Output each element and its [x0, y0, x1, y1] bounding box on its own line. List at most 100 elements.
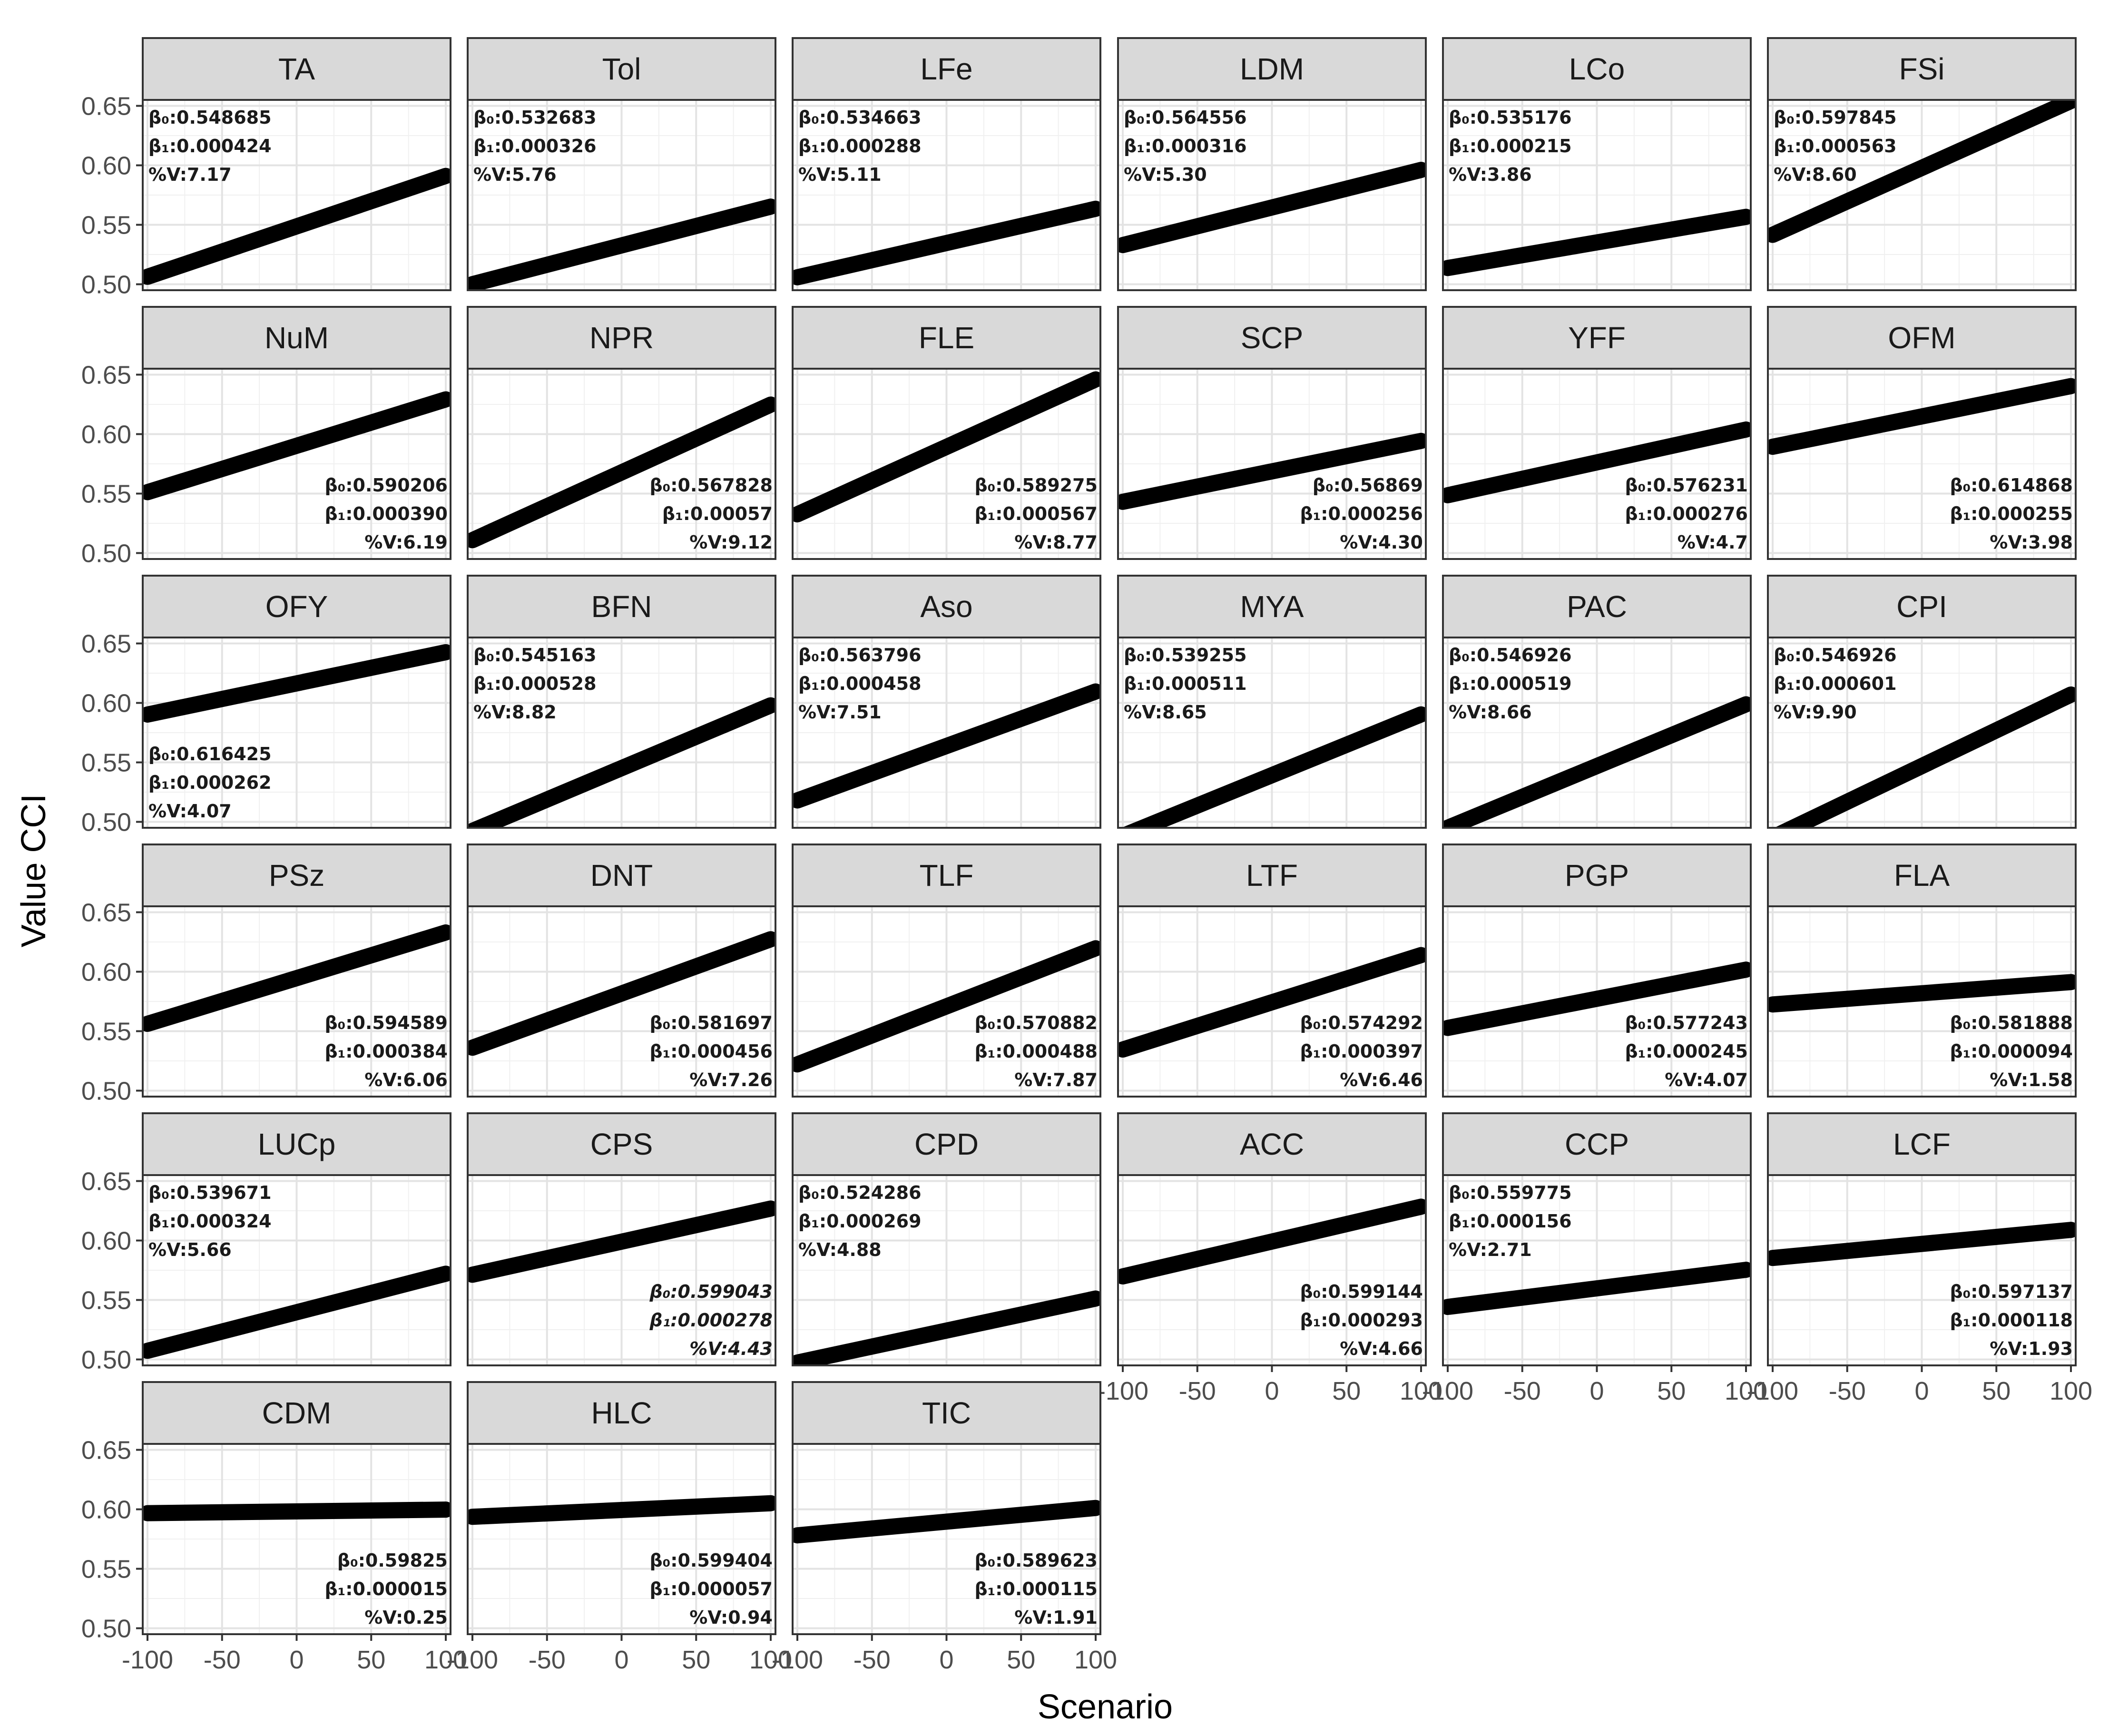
y-tick-label: 0.65	[81, 1436, 131, 1465]
regression-line	[1443, 1262, 1751, 1315]
coef-variance: %V:4.43	[689, 1338, 773, 1359]
coef-variance: %V:1.93	[1990, 1338, 2073, 1359]
y-tick-label: 0.50	[81, 808, 131, 837]
y-tick-label: 0.60	[81, 1496, 131, 1524]
strip-background	[1767, 1112, 2077, 1176]
strip-background	[1442, 37, 1752, 101]
strip-background	[467, 1381, 776, 1445]
x-tick-label: 50	[682, 1646, 710, 1674]
coef-beta1: β₁:0.000293	[1300, 1310, 1423, 1331]
panel-psz: PSz β₀:0.594589 β₁:0.000384 %V:6.06 0.50 0.55…	[81, 843, 451, 1106]
panel-border	[467, 637, 776, 829]
coef-variance: %V:7.51	[798, 702, 882, 723]
strip-label: LFe	[920, 52, 972, 86]
coef-beta0: β₀:0.597137	[1950, 1281, 2073, 1302]
strip-label: LUCp	[258, 1127, 336, 1161]
x-tick-label: -100	[1097, 1377, 1148, 1405]
strip-label: LCo	[1569, 52, 1625, 86]
regression-line	[468, 1200, 775, 1283]
strip-label: PAC	[1567, 589, 1627, 624]
strip-background	[1767, 843, 2077, 907]
x-tick-label: 100	[1074, 1646, 1117, 1674]
x-tick-label: -50	[1829, 1377, 1866, 1405]
y-tick-label: 0.65	[81, 92, 131, 121]
regression-line	[793, 200, 1100, 285]
coef-beta1: β₁:0.000262	[148, 772, 272, 793]
y-tick-label: 0.55	[81, 749, 131, 777]
y-tick-label: 0.65	[81, 1167, 131, 1196]
panel-border	[792, 99, 1101, 291]
panel-border	[142, 637, 451, 829]
coef-beta0: β₀:0.535176	[1449, 107, 1572, 128]
strip-label: OFM	[1888, 321, 1955, 355]
panel-border	[792, 1174, 1101, 1366]
regression-line	[468, 931, 775, 1056]
x-tick-label: 50	[1332, 1377, 1361, 1405]
strip-background	[1442, 306, 1752, 370]
strip-label: Aso	[920, 589, 972, 624]
coef-beta1: β₁:0.000256	[1300, 503, 1423, 524]
coef-beta0: β₀:0.567828	[649, 475, 773, 496]
panel-pac: PAC β₀:0.546926 β₁:0.000519 %V:8.66	[1442, 575, 1752, 829]
coef-beta1: β₁:0.000245	[1625, 1041, 1748, 1062]
strip-background	[1767, 306, 2077, 370]
regression-line	[143, 1265, 451, 1359]
coef-variance: %V:4.30	[1340, 532, 1423, 553]
panel-bfn: BFN β₀:0.545163 β₁:0.000528 %V:8.82	[467, 575, 776, 829]
coef-variance: %V:3.86	[1449, 164, 1532, 185]
coef-beta0: β₀:0.563796	[798, 645, 922, 666]
panel-border	[1442, 905, 1752, 1098]
y-tick-label: 0.60	[81, 1227, 131, 1255]
coef-beta1: β₁:0.000519	[1449, 673, 1572, 694]
regression-line	[1118, 432, 1426, 510]
strip-background	[142, 843, 451, 907]
x-tick-label: 0	[289, 1646, 304, 1674]
strip-label: CCP	[1565, 1127, 1629, 1161]
y-tick-label: 0.65	[81, 899, 131, 927]
regression-line	[793, 1290, 1100, 1365]
x-tick-label: -50	[1179, 1377, 1216, 1405]
strip-background	[792, 306, 1101, 370]
regression-line	[1768, 1222, 2076, 1266]
panel-border	[467, 99, 776, 291]
coef-beta1: β₁:0.000215	[1449, 136, 1572, 157]
panel-aso: Aso β₀:0.563796 β₁:0.000458 %V:7.51	[792, 575, 1101, 829]
panel-border	[1767, 905, 2077, 1098]
panel-border	[792, 368, 1101, 560]
coef-beta0: β₀:0.56869	[1313, 475, 1423, 496]
strip-label: CPI	[1896, 589, 1947, 624]
panel-dnt: DNT β₀:0.581697 β₁:0.000456 %V:7.26	[467, 843, 776, 1098]
strip-background	[467, 1112, 776, 1176]
panel-ccp: CCP β₀:0.559775 β₁:0.000156 %V:2.71 -100 -50 0…	[1422, 1112, 1767, 1405]
regression-line	[468, 198, 775, 290]
y-tick-label: 0.60	[81, 689, 131, 718]
panel-border	[467, 368, 776, 560]
coef-beta1: β₁:0.000528	[473, 673, 597, 694]
strip-label: BFN	[591, 589, 652, 624]
coef-beta1: β₁:0.000316	[1124, 136, 1247, 157]
coef-variance: %V:8.65	[1124, 702, 1207, 723]
panel-mya: MYA β₀:0.539255 β₁:0.000511 %V:8.65	[1117, 575, 1427, 829]
strip-background	[467, 37, 776, 101]
panel-border	[1442, 99, 1752, 291]
strip-background	[792, 575, 1101, 638]
panel-lfe: LFe β₀:0.534663 β₁:0.000288 %V:5.11	[792, 37, 1101, 291]
panel-ofm: OFM β₀:0.614868 β₁:0.000255 %V:3.98	[1767, 306, 2077, 560]
coef-beta1: β₁:0.000115	[974, 1579, 1098, 1599]
strip-label: NuM	[265, 321, 329, 355]
strip-background	[142, 37, 451, 101]
coef-variance: %V:5.66	[148, 1239, 232, 1260]
coef-variance: %V:4.07	[1665, 1069, 1748, 1090]
regression-line	[143, 924, 451, 1032]
regression-line	[1443, 421, 1751, 503]
coef-beta0: β₀:0.564556	[1124, 107, 1247, 128]
regression-line	[793, 1500, 1100, 1544]
coef-variance: %V:9.90	[1774, 702, 1857, 723]
strip-label: TA	[278, 52, 315, 86]
regression-line	[468, 396, 775, 549]
strip-label: PGP	[1565, 858, 1629, 893]
y-tick-label: 0.55	[81, 1286, 131, 1315]
regression-line	[1443, 696, 1751, 828]
regression-line	[1443, 208, 1751, 276]
coef-beta1: β₁:0.000511	[1124, 673, 1247, 694]
